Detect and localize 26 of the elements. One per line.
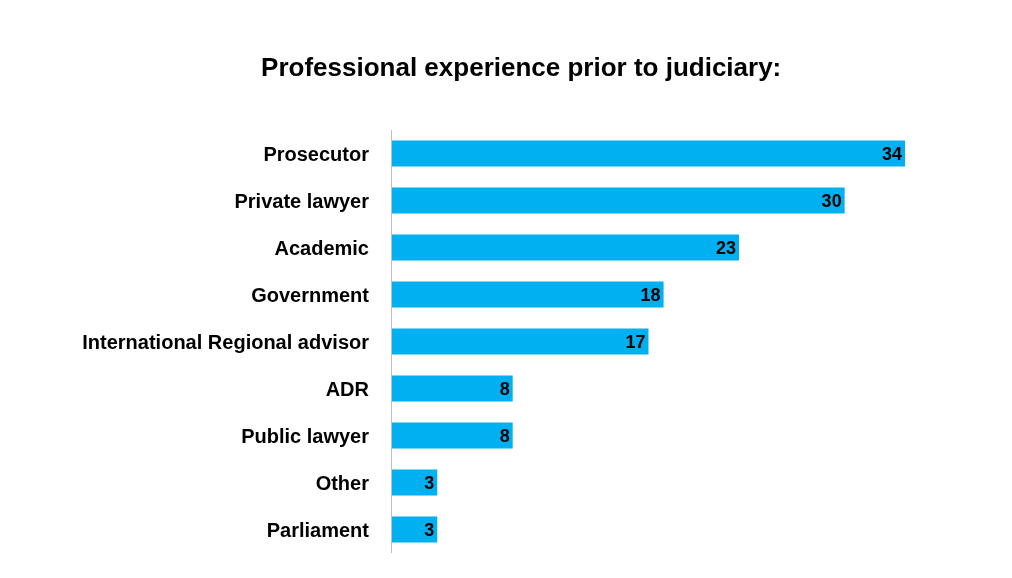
data-label: 3 — [424, 519, 435, 540]
data-label: 17 — [625, 331, 646, 352]
y-tick-label: Prosecutor — [263, 142, 370, 165]
y-tick-label: International Regional advisor — [82, 330, 370, 353]
y-tick-label: Private lawyer — [234, 189, 370, 212]
data-label: 30 — [821, 190, 842, 211]
y-tick-label: ADR — [325, 377, 370, 400]
bar — [392, 234, 740, 261]
chart-title: Professional experience prior to judiciary: — [261, 52, 782, 82]
data-label: 8 — [499, 378, 510, 399]
data-label: 23 — [716, 237, 737, 258]
bar — [392, 328, 649, 355]
y-tick-label: Public lawyer — [241, 424, 370, 447]
data-label: 3 — [424, 472, 435, 493]
y-tick-label: Other — [315, 471, 370, 494]
bar — [392, 375, 513, 402]
bar — [392, 187, 845, 214]
y-tick-label: Academic — [274, 236, 369, 259]
y-tick-label: Parliament — [266, 518, 370, 541]
bar — [392, 281, 664, 308]
data-label: 18 — [640, 284, 661, 305]
data-label: 8 — [499, 425, 510, 446]
data-label: 34 — [881, 143, 902, 164]
y-tick-label: Government — [251, 283, 370, 306]
bar — [392, 140, 905, 167]
bar — [392, 422, 513, 449]
